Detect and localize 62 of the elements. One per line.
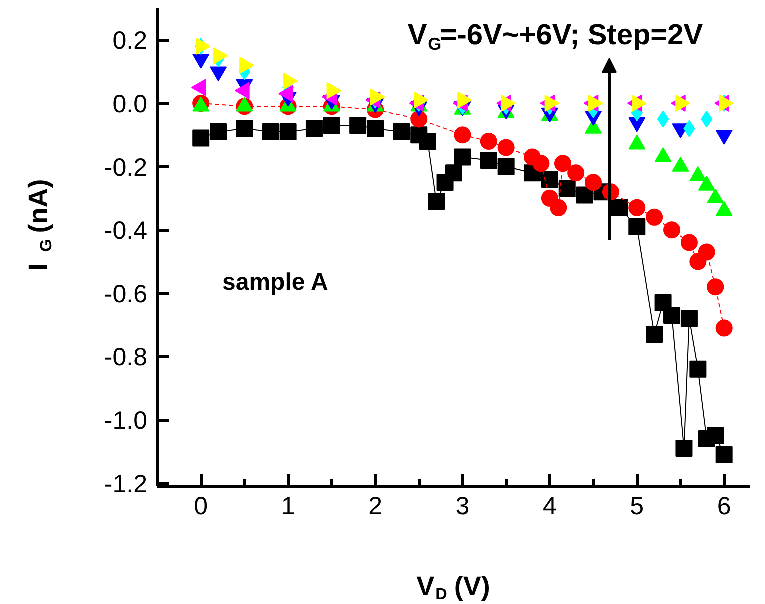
point — [428, 193, 446, 210]
point — [454, 126, 472, 144]
point — [657, 110, 670, 128]
point — [646, 326, 664, 344]
point — [680, 310, 698, 328]
y-tick-label: 0.2 — [112, 27, 148, 56]
point — [446, 164, 462, 182]
annotation: sample A — [222, 269, 328, 296]
point — [707, 427, 724, 444]
point — [664, 307, 681, 324]
point — [410, 110, 428, 128]
point — [498, 139, 515, 156]
y-tick-label: -0.4 — [104, 217, 148, 246]
point — [350, 117, 367, 134]
point — [532, 155, 550, 172]
point — [541, 170, 558, 188]
point — [192, 130, 210, 147]
x-tick-label: 4 — [542, 492, 557, 520]
y-axis-title: IG (nA) — [24, 179, 56, 271]
point — [210, 123, 228, 140]
point — [680, 234, 698, 252]
x-tick-label: 0 — [194, 492, 208, 520]
y-tick-label: -1.2 — [104, 470, 148, 498]
point — [306, 120, 323, 138]
point — [393, 123, 410, 140]
point — [716, 320, 733, 337]
point — [611, 199, 628, 216]
point — [550, 199, 568, 216]
point — [280, 123, 297, 140]
point — [367, 120, 384, 138]
point — [676, 440, 693, 458]
point — [419, 132, 436, 150]
point — [498, 158, 515, 176]
point — [585, 174, 602, 192]
x-tick-label: 6 — [717, 492, 732, 520]
point — [454, 148, 472, 166]
point — [480, 132, 498, 150]
y-tick-label: -1.0 — [104, 407, 148, 436]
point — [262, 123, 280, 140]
point — [707, 278, 724, 296]
point — [236, 120, 254, 138]
x-tick-label: 2 — [368, 492, 382, 520]
y-tick-label: -0.2 — [104, 154, 148, 182]
x-tick-label: 3 — [456, 492, 470, 520]
point — [554, 155, 572, 172]
point — [576, 186, 594, 204]
point — [323, 117, 340, 134]
point — [480, 152, 498, 169]
point — [716, 446, 733, 464]
y-tick-label: -0.8 — [104, 344, 148, 372]
x-tick-label: 1 — [281, 492, 296, 520]
point — [558, 180, 576, 198]
point — [664, 222, 681, 239]
point — [646, 208, 664, 226]
point — [698, 244, 716, 261]
y-tick-label: -0.6 — [104, 280, 148, 308]
point — [628, 218, 646, 236]
point — [568, 164, 585, 182]
point — [690, 360, 707, 378]
point — [628, 199, 646, 216]
x-tick-label: 5 — [630, 492, 644, 520]
y-tick-label: 0.0 — [112, 90, 148, 118]
